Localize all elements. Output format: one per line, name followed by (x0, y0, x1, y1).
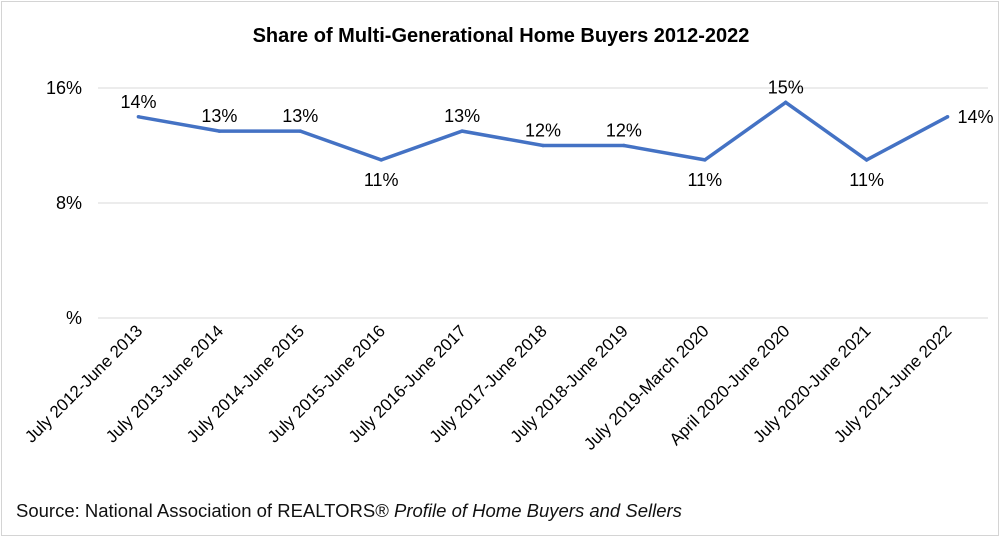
data-label: 12% (525, 121, 561, 141)
data-point (622, 143, 626, 148)
y-tick-label: % (66, 308, 82, 328)
data-label: 11% (687, 170, 722, 190)
data-point (864, 158, 869, 162)
series-layer (136, 100, 950, 162)
data-point (136, 114, 141, 119)
data-label: 11% (364, 170, 399, 190)
data-label: 13% (282, 106, 318, 126)
chart-title: Share of Multi-Generational Home Buyers … (253, 25, 750, 47)
data-point (217, 129, 222, 133)
data-point (541, 143, 545, 148)
data-label: 14% (958, 107, 994, 127)
data-label: 11% (849, 170, 884, 190)
source-publication: Profile of Home Buyers and Sellers (394, 500, 682, 521)
data-point (783, 100, 788, 105)
data-labels: 14% 13% 13% 11% 13% 12% 12% 11% 15% 11% 14% (120, 77, 993, 190)
data-label: 14% (120, 92, 156, 112)
data-label: 13% (201, 106, 237, 126)
y-axis-ticks: 16% 8%% (46, 78, 82, 328)
data-point (379, 158, 383, 162)
y-tick-label: 16% (46, 78, 82, 98)
source-prefix: Source: National Association of REALTORS… (16, 500, 389, 521)
gridlines (98, 87, 988, 319)
data-point (460, 129, 464, 133)
data-label: 15% (768, 77, 804, 97)
data-label: 12% (606, 121, 642, 141)
data-point (298, 129, 303, 133)
data-point (945, 114, 950, 119)
data-label: 13% (444, 106, 480, 126)
source-note: Source: National Association of REALTORS… (16, 500, 682, 522)
y-tick-label: 8% (56, 193, 82, 213)
data-point (703, 158, 707, 162)
